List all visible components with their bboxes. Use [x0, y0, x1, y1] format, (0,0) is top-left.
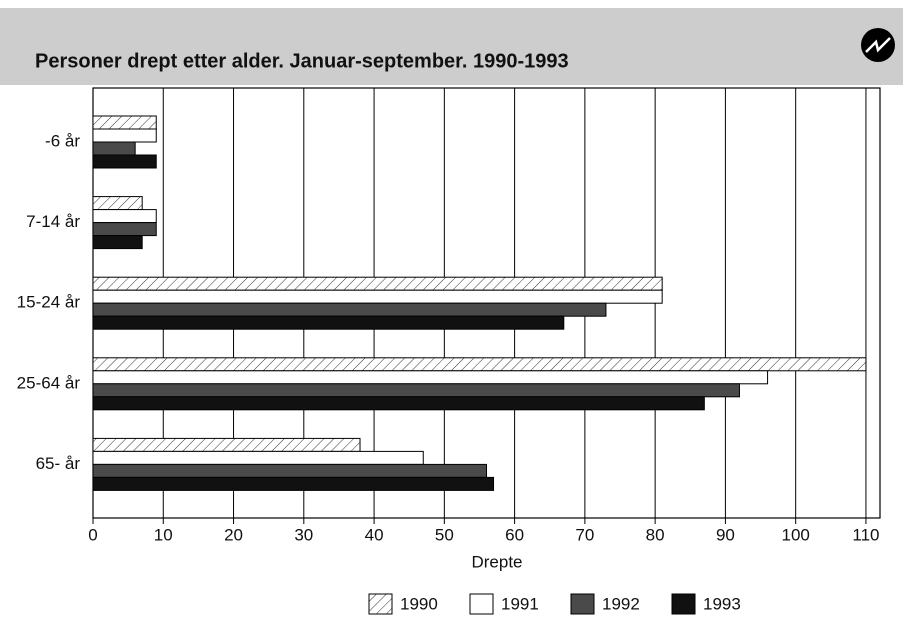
x-tick-label: 80 [646, 525, 665, 544]
y-tick-label: -6 år [45, 131, 80, 150]
legend-label: 1993 [703, 594, 741, 613]
legend-label: 1992 [602, 594, 640, 613]
legend-swatch [469, 593, 494, 615]
y-tick-label: 15-24 år [17, 293, 81, 312]
chart-title: Personer drept etter alder. Januar-septe… [35, 50, 569, 72]
legend-swatch [671, 593, 696, 615]
bar [92, 396, 705, 411]
x-axis-label: Drepte [471, 552, 522, 571]
x-tick-label: 60 [505, 525, 524, 544]
bar [92, 115, 157, 130]
bar [92, 154, 157, 169]
bar [92, 476, 495, 491]
x-tick-label: 90 [716, 525, 735, 544]
bar [92, 222, 157, 237]
bar [92, 463, 487, 478]
x-tick-label: 50 [435, 525, 454, 544]
x-tick-label: 100 [781, 525, 809, 544]
bar [92, 289, 663, 304]
legend-swatch [570, 593, 595, 615]
x-tick-label: 10 [154, 525, 173, 544]
bar [92, 383, 740, 398]
bar [92, 437, 361, 452]
bar [92, 128, 157, 143]
x-tick-label: 0 [88, 525, 97, 544]
bar [92, 357, 867, 372]
x-tick-label: 40 [365, 525, 384, 544]
legend-swatch [368, 593, 393, 615]
title-banner [0, 8, 903, 85]
x-tick-label: 20 [224, 525, 243, 544]
y-tick-label: 65- år [36, 454, 81, 473]
bar [92, 370, 769, 385]
bar [92, 209, 157, 224]
bar [92, 141, 136, 156]
logo [861, 28, 895, 62]
bar [92, 276, 663, 291]
x-tick-label: 70 [575, 525, 594, 544]
bar [92, 235, 143, 250]
x-tick-label: 30 [294, 525, 313, 544]
y-tick-label: 25-64 år [17, 373, 81, 392]
legend-label: 1990 [400, 594, 438, 613]
bar [92, 302, 607, 317]
legend-label: 1991 [501, 594, 539, 613]
bar [92, 196, 143, 211]
bar [92, 315, 565, 330]
x-tick-label: 110 [852, 525, 879, 544]
y-tick-label: 7-14 år [26, 212, 80, 231]
bar [92, 450, 424, 465]
